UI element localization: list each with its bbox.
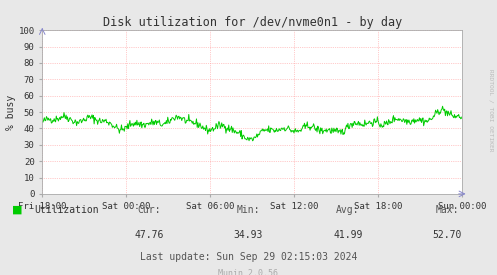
Text: 34.93: 34.93 [234,230,263,240]
Text: 41.99: 41.99 [333,230,363,240]
Title: Disk utilization for /dev/nvme0n1 - by day: Disk utilization for /dev/nvme0n1 - by d… [102,16,402,29]
Text: RRDTOOL / TOBI OETIKER: RRDTOOL / TOBI OETIKER [489,69,494,151]
Text: Min:: Min: [237,205,260,215]
Text: Last update: Sun Sep 29 02:15:03 2024: Last update: Sun Sep 29 02:15:03 2024 [140,252,357,262]
Text: Munin 2.0.56: Munin 2.0.56 [219,270,278,275]
Y-axis label: % busy: % busy [5,94,16,130]
Text: Cur:: Cur: [137,205,161,215]
Text: Max:: Max: [435,205,459,215]
Text: 47.76: 47.76 [134,230,164,240]
Text: Avg:: Avg: [336,205,360,215]
Text: 52.70: 52.70 [432,230,462,240]
Text: ■: ■ [12,205,23,215]
Text: Utilization: Utilization [34,205,98,215]
